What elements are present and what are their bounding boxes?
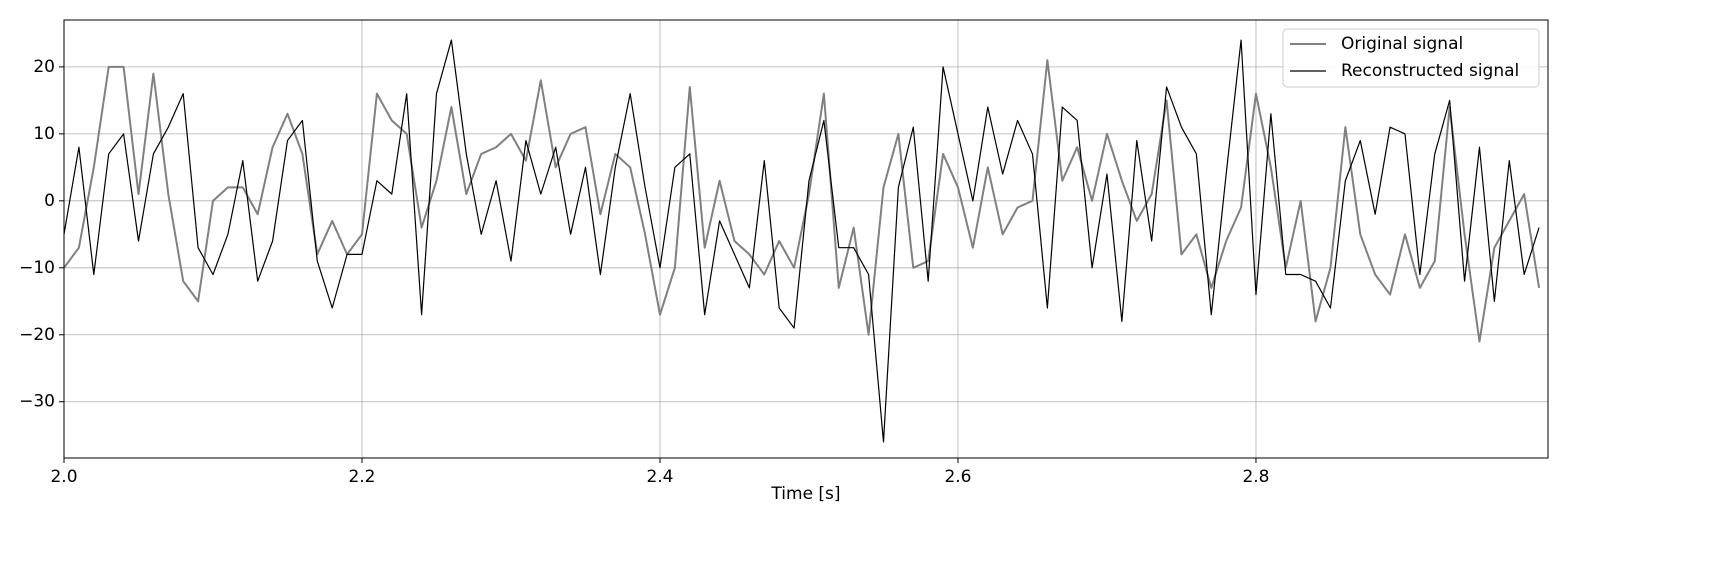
plot-frame xyxy=(63,19,1549,459)
x-tick-label: 2.4 xyxy=(646,467,673,487)
x-tick-label: 2.8 xyxy=(1242,467,1269,487)
legend-label: Original signal xyxy=(1341,34,1463,54)
x-tick-label: 2.2 xyxy=(348,467,375,487)
x-axis-label: Time [s] xyxy=(770,484,840,504)
x-tick-label: 2.6 xyxy=(944,467,971,487)
legend-box xyxy=(1282,28,1540,88)
series-line xyxy=(63,59,1541,343)
legend-label: Reconstructed signal xyxy=(1341,61,1519,81)
y-tick-label: 0 xyxy=(44,191,55,211)
y-tick-label: −20 xyxy=(19,325,55,345)
series-line xyxy=(63,39,1540,443)
y-tick-label: −30 xyxy=(19,392,55,412)
y-tick-label: 10 xyxy=(33,124,55,144)
y-tick-label: −10 xyxy=(19,258,55,278)
x-tick-label: 2.0 xyxy=(50,467,77,487)
y-tick-label: 20 xyxy=(33,57,55,77)
